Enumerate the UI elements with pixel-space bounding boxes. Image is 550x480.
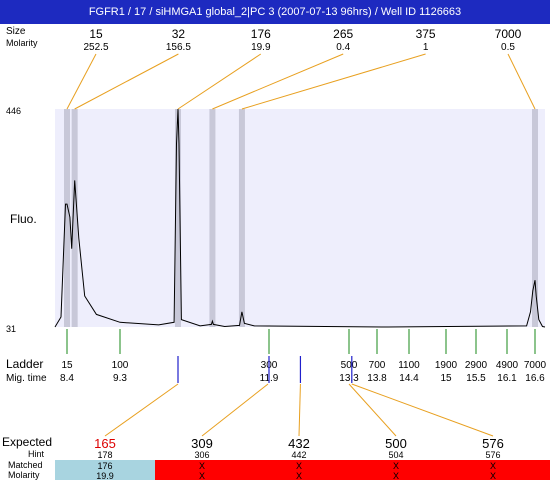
ladder-time-label: 8.4 bbox=[60, 373, 74, 384]
matched-value: X bbox=[296, 461, 302, 471]
expected-table: 16517817619.9309306XX432442XX500504XX576… bbox=[94, 383, 504, 480]
matched-row-label: Matched bbox=[8, 460, 43, 470]
expected-size-label: 576 bbox=[482, 436, 504, 451]
peak-molarity-label: 156.5 bbox=[166, 42, 191, 53]
fluorescence-trace bbox=[54, 108, 546, 328]
matched-value: X bbox=[490, 461, 496, 471]
ladder-time-label: 15.5 bbox=[466, 373, 486, 384]
fluo-axis-label: Fluo. bbox=[10, 212, 37, 226]
ladder-size-label: 500 bbox=[341, 360, 358, 371]
peak-callout-lines bbox=[66, 53, 536, 110]
peak-callout-line bbox=[66, 53, 97, 110]
expected-size-label: 309 bbox=[191, 436, 213, 451]
matched-value: X bbox=[199, 461, 205, 471]
ladder-time-label: 14.4 bbox=[399, 373, 419, 384]
plot-background bbox=[55, 109, 545, 327]
peak-band bbox=[71, 109, 78, 327]
expected-size-label: 432 bbox=[288, 436, 310, 451]
ladder-time-label: 16.1 bbox=[497, 373, 517, 384]
ladder-size-label: 1100 bbox=[398, 360, 420, 371]
expected-callout-line bbox=[348, 383, 397, 437]
expected-callout-line bbox=[298, 383, 301, 437]
peak-molarity-label: 0.5 bbox=[501, 42, 515, 53]
ladder-time-label: 13.8 bbox=[367, 373, 387, 384]
hint-value: 504 bbox=[388, 450, 403, 460]
y-axis-bottom-label: 31 bbox=[6, 324, 16, 334]
peak-callout-line bbox=[212, 53, 344, 110]
expected-size-label: 165 bbox=[94, 436, 116, 451]
expected-row-label: Expected bbox=[2, 435, 52, 449]
peak-molarity-label: 0.4 bbox=[336, 42, 350, 53]
y-axis-top-label: 446 bbox=[6, 106, 21, 116]
peak-molarity-label: 252.5 bbox=[83, 42, 108, 53]
hint-value: 306 bbox=[194, 450, 209, 460]
peak-band bbox=[209, 109, 216, 327]
peak-bands bbox=[64, 109, 538, 327]
peak-band bbox=[532, 109, 538, 327]
title-bar: FGFR1 / 17 / siHMGA1 global_2|PC 3 (2007… bbox=[0, 0, 550, 24]
peak-size-label: 32 bbox=[172, 27, 186, 41]
matched-band-missing bbox=[155, 460, 550, 480]
ladder-time-label: 15 bbox=[440, 373, 452, 384]
ladder-time-label: 9.3 bbox=[113, 373, 127, 384]
molarity-row-label: Molarity bbox=[6, 38, 38, 48]
ladder-row-label: Ladder bbox=[6, 357, 43, 371]
hint-value: 576 bbox=[485, 450, 500, 460]
peak-callout-line bbox=[507, 53, 536, 110]
ladder-size-label: 1900 bbox=[435, 360, 458, 371]
peak-size-label: 7000 bbox=[495, 27, 522, 41]
molarity-value: X bbox=[199, 471, 205, 480]
chart-title: FGFR1 / 17 / siHMGA1 global_2|PC 3 (2007… bbox=[88, 6, 462, 18]
molarity-value: X bbox=[296, 471, 302, 480]
peak-size-label: 265 bbox=[333, 27, 353, 41]
matched-value: X bbox=[393, 461, 399, 471]
expected-callout-line bbox=[104, 383, 179, 437]
peak-size-label: 15 bbox=[89, 27, 103, 41]
peak-size-label: 176 bbox=[251, 27, 271, 41]
ladder-size-label: 7000 bbox=[524, 360, 547, 371]
matched-value: 176 bbox=[97, 461, 112, 471]
expected-callout-line bbox=[351, 383, 494, 437]
molarity-value: X bbox=[393, 471, 399, 480]
peak-band bbox=[175, 109, 181, 327]
molarity-value: 19.9 bbox=[96, 471, 114, 480]
ladder-size-label: 15 bbox=[61, 360, 73, 371]
matched-band-ok bbox=[55, 460, 155, 480]
expected-callout-line bbox=[201, 383, 269, 437]
expected-size-label: 500 bbox=[385, 436, 407, 451]
migtime-row-label: Mig. time bbox=[6, 373, 47, 384]
hint-value: 442 bbox=[291, 450, 306, 460]
ladder-size-label: 100 bbox=[112, 360, 129, 371]
size-row-label: Size bbox=[6, 26, 26, 37]
ladder-size-label: 700 bbox=[369, 360, 386, 371]
peak-band bbox=[238, 109, 245, 327]
peak-callout-line bbox=[74, 53, 179, 110]
molarity-bottom-row-label: Molarity bbox=[8, 470, 40, 480]
molarity-value: X bbox=[490, 471, 496, 480]
hint-row-label: Hint bbox=[28, 449, 45, 459]
ladder-time-label: 13.3 bbox=[339, 373, 359, 384]
ladder-size-label: 4900 bbox=[496, 360, 519, 371]
observed-peak-ticks bbox=[177, 356, 353, 383]
peak-callout-line bbox=[177, 53, 262, 110]
peak-callout-line bbox=[241, 53, 426, 110]
peak-band bbox=[64, 109, 70, 327]
ladder-size-label: 2900 bbox=[465, 360, 488, 371]
peak-molarity-label: 1 bbox=[423, 42, 429, 53]
hint-value: 178 bbox=[97, 450, 112, 460]
ladder-row: 158.41009.330011.950013.370013.8110014.4… bbox=[60, 329, 547, 384]
peak-size-label: 375 bbox=[416, 27, 436, 41]
ladder-time-label: 16.6 bbox=[525, 373, 545, 384]
peak-molarity-label: 19.9 bbox=[251, 42, 271, 53]
